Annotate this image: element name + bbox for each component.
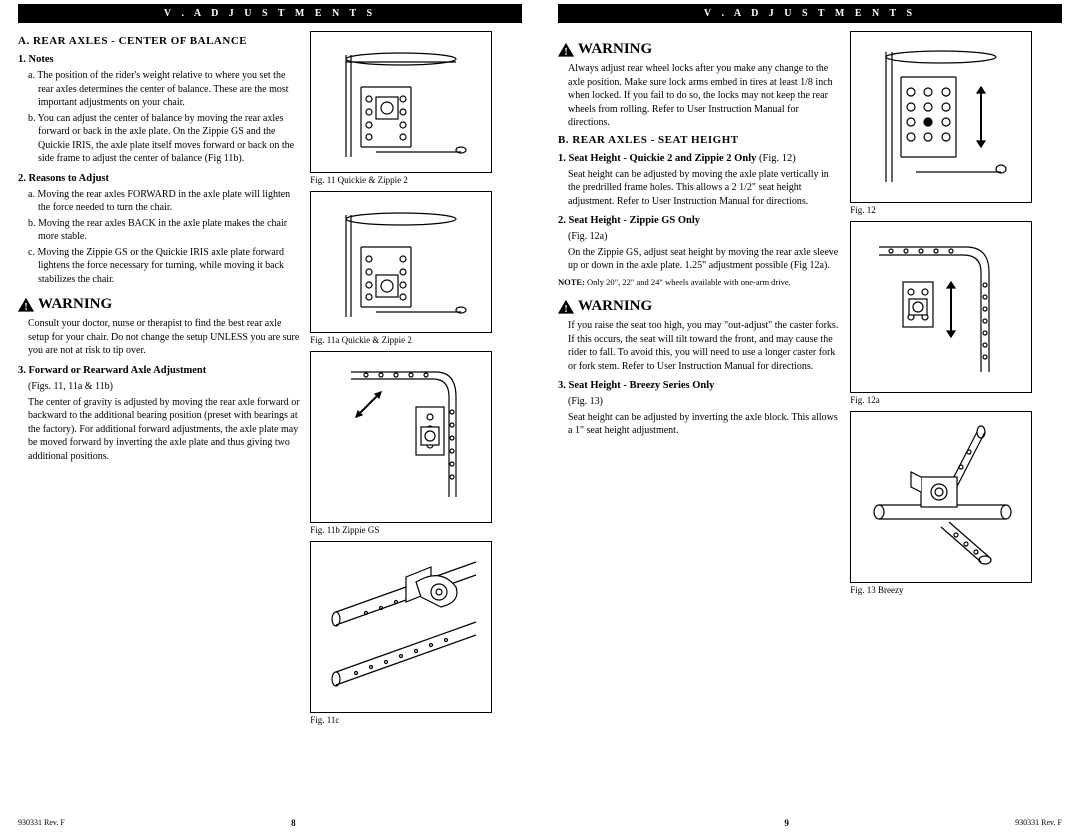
notes-a: a. The position of the rider's weight re… xyxy=(18,69,300,110)
fig-11b-cap: Fig. 11b Zippie GS xyxy=(310,525,532,535)
note: NOTE: NOTE: Only 20", 22" and 24" wheels… xyxy=(558,277,840,288)
fig-11c-cap: Fig. 11c xyxy=(310,715,532,725)
fig-11b xyxy=(310,351,492,523)
pageno-right: 9 xyxy=(784,818,789,828)
fig-12-cap: Fig. 12 xyxy=(850,205,1072,215)
reasons-b: b. Moving the rear axles BACK in the axl… xyxy=(18,217,300,244)
b1-heading: 1. Seat Height - Quickie 2 and Zippie 2 … xyxy=(558,152,840,166)
fig-13-cap: Fig. 13 Breezy xyxy=(850,585,1072,595)
svg-text:!: ! xyxy=(24,302,27,312)
svg-text:!: ! xyxy=(564,304,567,314)
warning-icon: ! xyxy=(18,298,34,312)
fig-11 xyxy=(310,31,492,173)
page-right: V . A D J U S T M E N T S ! WARNING Alwa… xyxy=(540,0,1080,834)
fig-11c xyxy=(310,541,492,713)
footer-right: 9 930331 Rev. F xyxy=(558,818,1062,828)
section-b-title: B. REAR AXLES - SEAT HEIGHT xyxy=(558,134,840,146)
warning-icon: ! xyxy=(558,300,574,314)
reasons-heading: 2. Reasons to Adjust xyxy=(18,172,300,186)
b2-ref: (Fig. 12a) xyxy=(558,230,840,244)
fwd-body: The center of gravity is adjusted by mov… xyxy=(18,396,300,464)
warning-3-body: If you raise the seat too high, you may … xyxy=(558,319,840,373)
fwd-heading: 3. Forward or Rearward Axle Adjustment xyxy=(18,364,300,378)
b3-ref: (Fig. 13) xyxy=(558,395,840,409)
b2-heading: 2. Seat Height - Zippie GS Only xyxy=(558,214,840,228)
rev-left: 930331 Rev. F xyxy=(18,818,65,828)
right-figure-column: Fig. 12 Fig. 12a xyxy=(850,31,1072,601)
svg-text:!: ! xyxy=(564,47,567,57)
warning-2: ! WARNING xyxy=(558,41,840,58)
fig-12a xyxy=(850,221,1032,393)
reasons-a: a. Moving the rear axles FORWARD in the … xyxy=(18,188,300,215)
fig-11a xyxy=(310,191,492,333)
rev-right: 930331 Rev. F xyxy=(1015,818,1062,828)
fig-11a-cap: Fig. 11a Quickie & Zippie 2 xyxy=(310,335,532,345)
b2-body: On the Zippie GS, adjust seat height by … xyxy=(558,246,840,273)
fig-13 xyxy=(850,411,1032,583)
footer-left: 930331 Rev. F 8 xyxy=(18,818,522,828)
warning-3: ! WARNING xyxy=(558,298,840,315)
b3-heading: 3. Seat Height - Breezy Series Only xyxy=(558,379,840,393)
fig-11-cap: Fig. 11 Quickie & Zippie 2 xyxy=(310,175,532,185)
b1-body: Seat height can be adjusted by moving th… xyxy=(558,168,840,209)
warning-1: ! WARNING xyxy=(18,296,300,313)
fig-12a-cap: Fig. 12a xyxy=(850,395,1072,405)
right-text-column: ! WARNING Always adjust rear wheel locks… xyxy=(558,31,840,601)
notes-heading: 1. Notes xyxy=(18,53,300,67)
b3-body: Seat height can be adjusted by inverting… xyxy=(558,411,840,438)
left-text-column: A. REAR AXLES - CENTER OF BALANCE 1. Not… xyxy=(18,31,300,731)
reasons-c: c. Moving the Zippie GS or the Quickie I… xyxy=(18,246,300,287)
section-a-title: A. REAR AXLES - CENTER OF BALANCE xyxy=(18,35,300,47)
left-figure-column: Fig. 11 Quickie & Zippie 2 Fig. 11a Quic… xyxy=(310,31,532,731)
warning-icon: ! xyxy=(558,43,574,57)
pageno-left: 8 xyxy=(291,818,296,828)
notes-b: b. You can adjust the center of balance … xyxy=(18,112,300,166)
header-left: V . A D J U S T M E N T S xyxy=(18,4,522,23)
fig-12 xyxy=(850,31,1032,203)
fwd-sub: (Figs. 11, 11a & 11b) xyxy=(18,380,300,394)
warning-1-body: Consult your doctor, nurse or therapist … xyxy=(18,317,300,358)
header-right: V . A D J U S T M E N T S xyxy=(558,4,1062,23)
page-left: V . A D J U S T M E N T S A. REAR AXLES … xyxy=(0,0,540,834)
warning-2-body: Always adjust rear wheel locks after you… xyxy=(558,62,840,130)
